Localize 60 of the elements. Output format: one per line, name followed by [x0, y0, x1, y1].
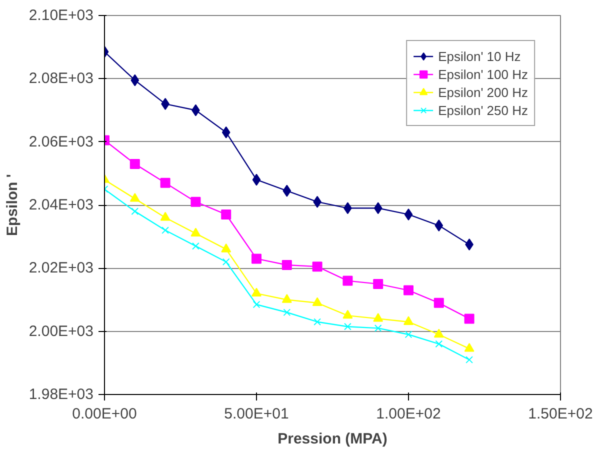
- y-tick-label: 2.08E+03: [28, 70, 94, 88]
- point: [374, 324, 382, 332]
- point: [252, 254, 262, 264]
- legend-label: Epsilon' 250 Hz: [438, 102, 528, 119]
- legend-label: Epsilon' 200 Hz: [438, 84, 528, 101]
- y-tick-label: 1.98E+03: [28, 386, 94, 403]
- point: [404, 316, 414, 325]
- point: [160, 212, 170, 221]
- point: [252, 288, 262, 297]
- point: [221, 209, 232, 220]
- point: [464, 314, 474, 324]
- point: [282, 294, 292, 303]
- point: [434, 328, 444, 338]
- point: [404, 208, 413, 220]
- point: [130, 74, 140, 86]
- point: [282, 260, 292, 270]
- x-tick-label: 0.00E+00: [72, 406, 137, 422]
- point: [435, 340, 443, 348]
- point: [160, 178, 170, 188]
- point: [312, 297, 322, 306]
- y-tick-label: 2.10E+03: [28, 7, 94, 24]
- point: [130, 158, 140, 169]
- point: [190, 228, 201, 237]
- point: [434, 220, 444, 232]
- point: [283, 308, 291, 316]
- point: [282, 184, 292, 197]
- point: [373, 278, 384, 289]
- point: [130, 192, 140, 202]
- point: [342, 276, 353, 286]
- point: [221, 244, 232, 252]
- legend-label: Epsilon' 100 Hz: [438, 66, 528, 83]
- x-tick-label: 1.50E+02: [528, 406, 593, 422]
- point: [131, 208, 139, 215]
- y-tick-label: 2.02E+03: [28, 260, 94, 277]
- x-tick-label: 5.00E+01: [224, 406, 289, 422]
- point: [312, 262, 322, 272]
- point: [344, 322, 352, 330]
- y-tick-label: 2.04E+03: [28, 196, 94, 214]
- point: [466, 356, 473, 364]
- legend-label: Epsilon' 10 Hz: [438, 48, 521, 65]
- point: [464, 343, 474, 352]
- point: [222, 258, 230, 266]
- point: [190, 196, 201, 207]
- point: [404, 285, 414, 296]
- x-axis-title: Pression (MPA): [278, 430, 388, 448]
- point: [404, 330, 412, 338]
- point: [434, 298, 444, 308]
- y-tick-label: 2.06E+03: [28, 133, 94, 150]
- point: [314, 318, 321, 326]
- point: [192, 242, 200, 250]
- point: [374, 202, 382, 214]
- x-tick-label: 1.00E+02: [376, 406, 441, 422]
- point: [252, 300, 260, 308]
- y-axis-title: Epsilon ': [4, 174, 21, 236]
- point: [252, 174, 261, 186]
- point: [162, 226, 169, 234]
- y-tick-label: 2.00E+03: [28, 322, 94, 340]
- point: [222, 126, 230, 138]
- point: [342, 310, 353, 319]
- point: [373, 313, 384, 322]
